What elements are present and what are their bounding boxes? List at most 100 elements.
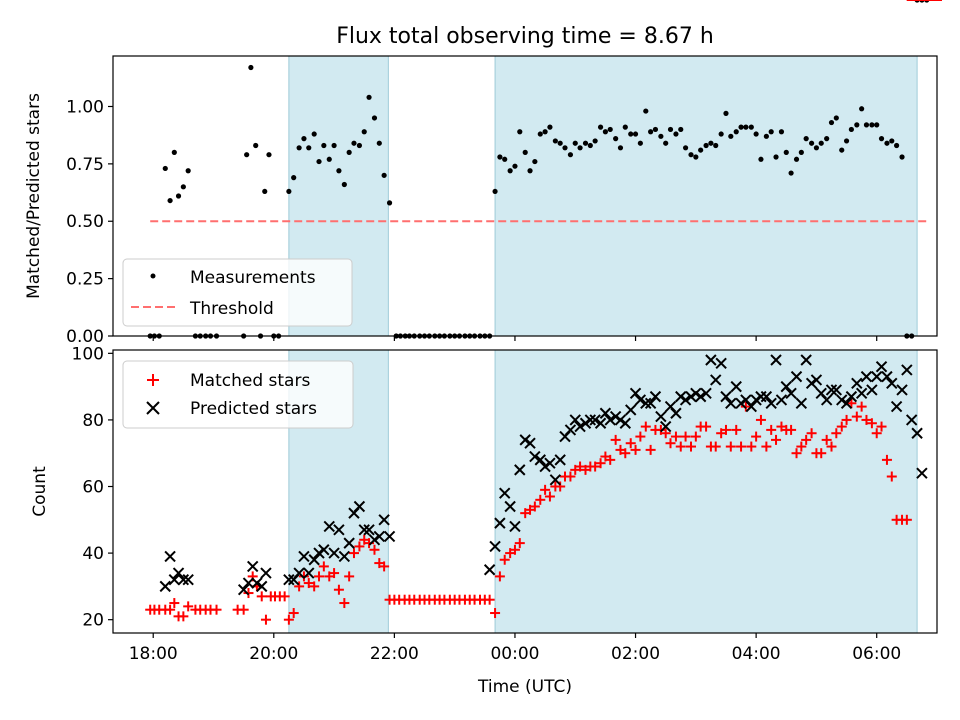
predicted-marker-b [237, 584, 250, 596]
matched-star-point [514, 538, 525, 549]
measurement-point [346, 149, 352, 155]
predicted-marker-b [182, 574, 194, 586]
measurement-point [748, 124, 754, 130]
top-y-tick-label: 0.25 [66, 270, 104, 290]
measurement-point [828, 119, 835, 126]
predicted-star-point [353, 500, 366, 513]
predicted-marker-b [539, 460, 551, 473]
predicted-marker-b [815, 387, 827, 399]
predicted-star-point [539, 460, 551, 473]
measurement-point [718, 131, 724, 137]
predicted-star-point [569, 414, 581, 426]
predicted-marker-b [293, 567, 305, 579]
matched-star-point [786, 424, 797, 435]
measurement-point [783, 149, 789, 155]
predicted-star-point [770, 354, 782, 366]
matched-star-point [590, 461, 601, 472]
predicted-star-point [896, 384, 908, 396]
top-y-tick-label: 0.75 [66, 155, 104, 175]
measurement-point [854, 122, 860, 128]
matched-star-point [379, 561, 390, 572]
matched-star-point [755, 414, 766, 425]
measurement-point [331, 142, 337, 149]
matched-star-point [766, 424, 777, 435]
predicted-star-point [534, 454, 546, 466]
predicted-star-point [519, 434, 531, 446]
predicted-marker-b [700, 387, 712, 399]
predicted-star-point [790, 370, 803, 383]
predicted-marker-b [619, 417, 632, 429]
predicted-star-point [675, 390, 687, 403]
x-axis-label: Time (UTC) [477, 677, 572, 697]
predicted-star-point [820, 394, 833, 406]
measurement-point [592, 138, 598, 144]
predicted-marker-b [256, 580, 268, 593]
predicted-marker-b [483, 564, 496, 576]
predicted-star-point [649, 390, 662, 403]
matched-star-point [260, 614, 271, 625]
measurement-point [869, 122, 875, 128]
predicted-marker-b [916, 467, 928, 479]
predicted-star-point [303, 567, 315, 579]
measurement-point [316, 158, 322, 165]
measurement-point [244, 152, 250, 158]
predicted-marker-b [805, 377, 818, 390]
matched-star-point [826, 441, 837, 452]
measurement-point [673, 131, 679, 137]
predicted-star-point [338, 550, 351, 563]
matched-star-point [348, 548, 359, 559]
top-y-ticks: 0.00 0.25 0.50 0.75 1.00 [66, 97, 113, 347]
predicted-marker-b [855, 387, 868, 399]
matched-star-point [665, 438, 676, 449]
measurement-point [567, 152, 574, 158]
measurement-point [552, 138, 558, 144]
matched-star-point [211, 604, 222, 615]
predicted-star-point [670, 407, 682, 419]
predicted-marker-b [836, 394, 848, 406]
predicted-star-point [735, 397, 747, 409]
predicted-marker-b [318, 544, 330, 556]
bottom-y-tick-label: 100 [72, 344, 104, 364]
measurement-point [171, 149, 177, 155]
predicted-marker-b [644, 397, 657, 409]
matched-star-point [333, 584, 344, 595]
predicted-star-point [589, 414, 601, 426]
predicted-star-point [260, 567, 272, 579]
matched-star-point [544, 491, 555, 502]
measurement-point [758, 156, 764, 162]
matched-star-point [816, 448, 827, 459]
measurement-point [577, 145, 583, 151]
predicted-marker-b [609, 410, 622, 423]
predicted-marker-b [172, 567, 185, 579]
measurement-point [253, 142, 259, 149]
measurement-point [167, 197, 173, 204]
predicted-star-point [916, 467, 928, 479]
bottom-y-ticks: 20 40 60 80 100 [72, 344, 113, 631]
predicted-marker-b [670, 407, 682, 419]
predicted-star-point [313, 547, 325, 559]
matched-star-point [369, 544, 380, 555]
predicted-star-point [780, 380, 792, 393]
matched-star-point [635, 431, 646, 442]
predicted-marker-b [770, 354, 782, 366]
top-legend-box [122, 258, 353, 327]
predicted-star-point [785, 387, 797, 399]
measurement-point [371, 115, 378, 121]
measurement-point [728, 133, 734, 139]
matched-star-point [494, 571, 505, 582]
predicted-star-point [283, 574, 295, 586]
measurement-point [874, 122, 880, 128]
matched-star-point [509, 544, 520, 555]
legend-threshold-label: Threshold [189, 299, 274, 319]
predicted-star-point [765, 397, 777, 409]
predicted-marker-b [785, 387, 797, 399]
x-tick-label: 20:00 [249, 644, 298, 664]
predicted-star-point [308, 554, 320, 566]
predicted-marker-b [494, 517, 506, 529]
predicted-star-point [830, 384, 843, 396]
bottom-y-tick-label: 60 [82, 478, 104, 498]
matched-star-point [354, 541, 365, 552]
matched-star-point [625, 438, 636, 449]
measurement-point [622, 124, 628, 130]
predicted-marker-b [629, 387, 642, 399]
